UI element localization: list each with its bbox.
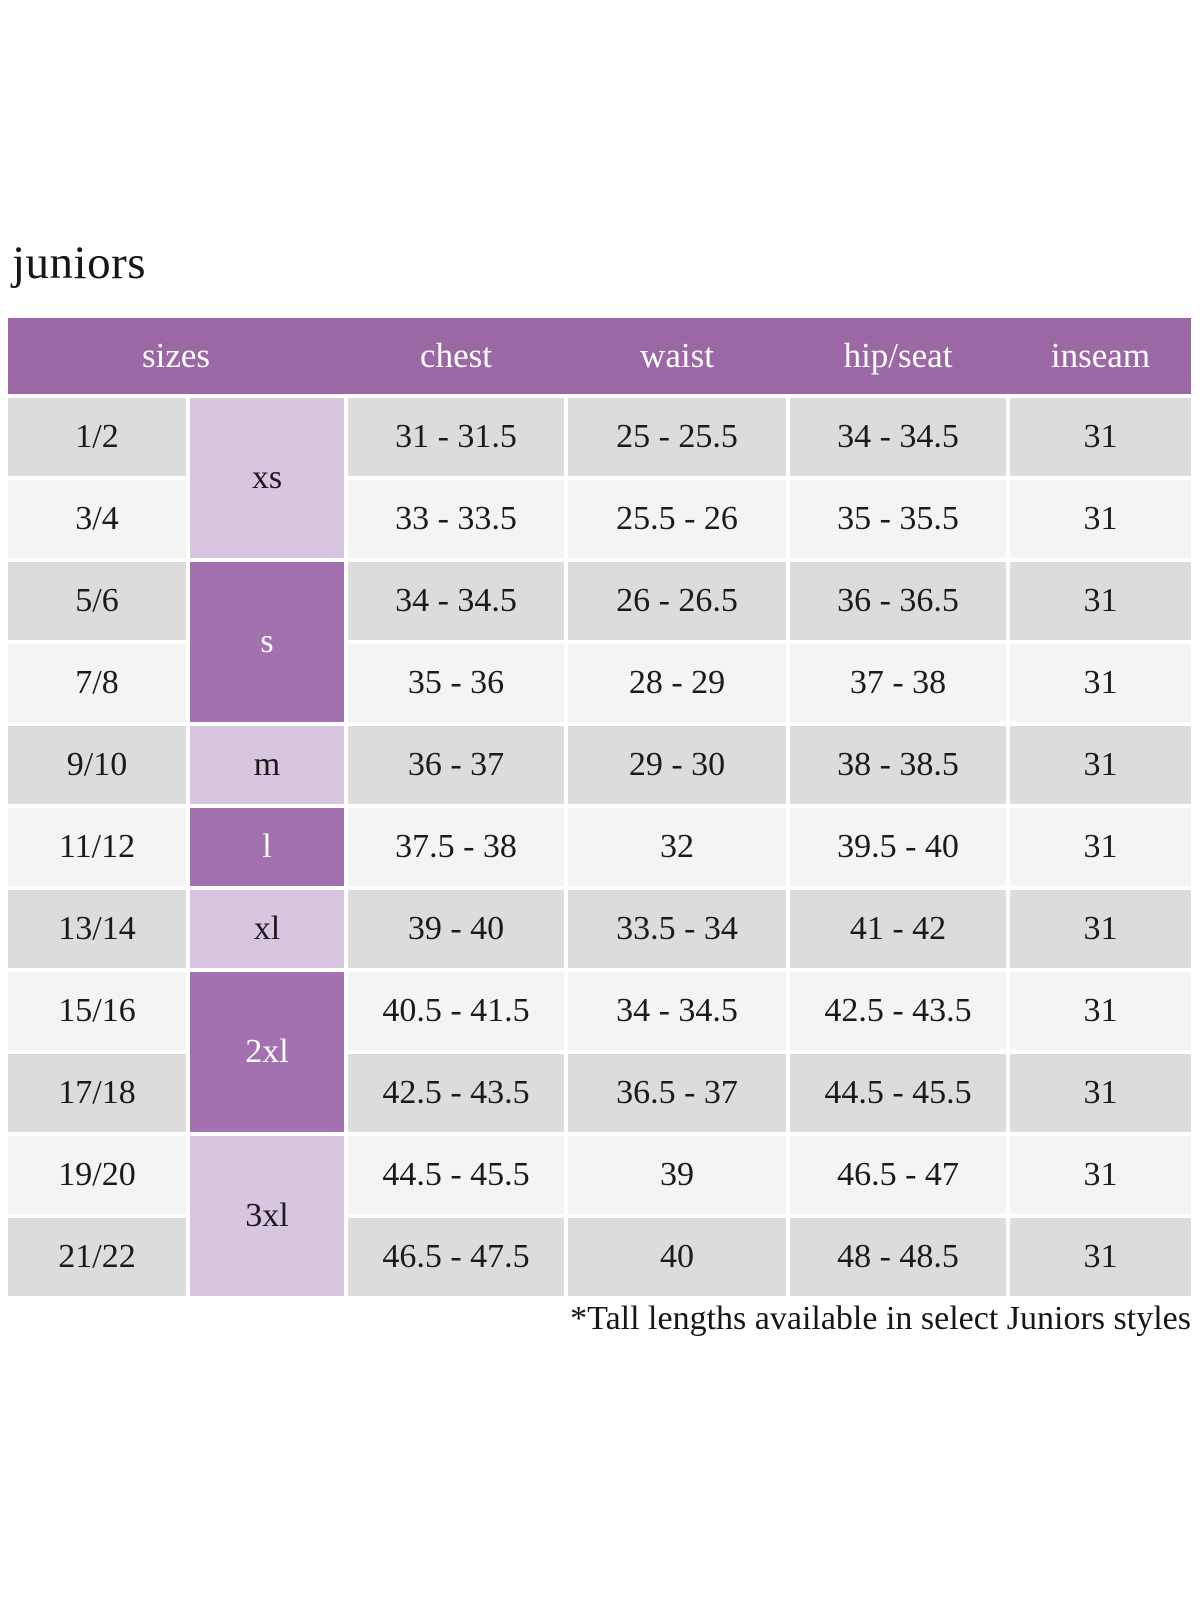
hip-seat-cell: 42.5 - 43.5 bbox=[790, 972, 1006, 1050]
inseam-cell: 31 bbox=[1010, 1054, 1191, 1132]
inseam-cell: 31 bbox=[1010, 480, 1191, 558]
size-range-cell: 7/8 bbox=[8, 644, 186, 722]
header-sizes: sizes bbox=[141, 336, 211, 375]
chest-cell: 33 - 33.5 bbox=[348, 480, 564, 558]
size-letter-cell: 3xl bbox=[190, 1136, 344, 1296]
waist-cell: 34 - 34.5 bbox=[568, 972, 786, 1050]
inseam-cell: 31 bbox=[1010, 972, 1191, 1050]
size-table: 1/2 31 - 31.5 25 - 25.5 34 - 34.5 31 3/4 33 - … bbox=[8, 398, 1191, 1296]
size-range-cell: 5/6 bbox=[8, 562, 186, 640]
hip-seat-cell: 36 - 36.5 bbox=[790, 562, 1006, 640]
size-range-cell: 21/22 bbox=[8, 1218, 186, 1296]
chest-cell: 42.5 - 43.5 bbox=[348, 1054, 564, 1132]
hip-seat-cell: 39.5 - 40 bbox=[790, 808, 1006, 886]
size-range-cell: 1/2 bbox=[8, 398, 186, 476]
waist-cell: 25.5 - 26 bbox=[568, 480, 786, 558]
inseam-cell: 31 bbox=[1010, 1218, 1191, 1296]
size-range-cell: 13/14 bbox=[8, 890, 186, 968]
size-letter-cell: xl bbox=[190, 890, 344, 968]
waist-cell: 32 bbox=[568, 808, 786, 886]
page-title: juniors bbox=[12, 237, 147, 289]
header-inseam: inseam bbox=[1050, 336, 1151, 375]
size-range-cell: 11/12 bbox=[8, 808, 186, 886]
size-range-cell: 17/18 bbox=[8, 1054, 186, 1132]
chest-cell: 46.5 - 47.5 bbox=[348, 1218, 564, 1296]
waist-cell: 29 - 30 bbox=[568, 726, 786, 804]
waist-cell: 39 bbox=[568, 1136, 786, 1214]
inseam-cell: 31 bbox=[1010, 562, 1191, 640]
hip-seat-cell: 37 - 38 bbox=[790, 644, 1006, 722]
chest-cell: 37.5 - 38 bbox=[348, 808, 564, 886]
size-range-cell: 15/16 bbox=[8, 972, 186, 1050]
header-waist: waist bbox=[640, 336, 714, 375]
size-range-cell: 19/20 bbox=[8, 1136, 186, 1214]
hip-seat-cell: 34 - 34.5 bbox=[790, 398, 1006, 476]
size-letter-cell: 2xl bbox=[190, 972, 344, 1132]
inseam-cell: 31 bbox=[1010, 644, 1191, 722]
waist-cell: 25 - 25.5 bbox=[568, 398, 786, 476]
inseam-cell: 31 bbox=[1010, 890, 1191, 968]
inseam-cell: 31 bbox=[1010, 398, 1191, 476]
size-letter-cell: s bbox=[190, 562, 344, 722]
size-letter-cell: m bbox=[190, 726, 344, 804]
size-range-cell: 9/10 bbox=[8, 726, 186, 804]
chest-cell: 35 - 36 bbox=[348, 644, 564, 722]
size-letter-cell: xs bbox=[190, 398, 344, 558]
footnote: *Tall lengths available in select Junior… bbox=[570, 1300, 1191, 1337]
hip-seat-cell: 38 - 38.5 bbox=[790, 726, 1006, 804]
hip-seat-cell: 35 - 35.5 bbox=[790, 480, 1006, 558]
inseam-cell: 31 bbox=[1010, 726, 1191, 804]
hip-seat-cell: 46.5 - 47 bbox=[790, 1136, 1006, 1214]
size-letter-cell: l bbox=[190, 808, 344, 886]
header-hip-seat: hip/seat bbox=[843, 336, 953, 375]
hip-seat-cell: 41 - 42 bbox=[790, 890, 1006, 968]
chest-cell: 40.5 - 41.5 bbox=[348, 972, 564, 1050]
waist-cell: 36.5 - 37 bbox=[568, 1054, 786, 1132]
chest-cell: 34 - 34.5 bbox=[348, 562, 564, 640]
hip-seat-cell: 48 - 48.5 bbox=[790, 1218, 1006, 1296]
waist-cell: 28 - 29 bbox=[568, 644, 786, 722]
chest-cell: 39 - 40 bbox=[348, 890, 564, 968]
waist-cell: 33.5 - 34 bbox=[568, 890, 786, 968]
table-header-row: sizes chest waist hip/seat inseam bbox=[8, 318, 1191, 394]
header-chest: chest bbox=[420, 336, 492, 375]
inseam-cell: 31 bbox=[1010, 1136, 1191, 1214]
chest-cell: 44.5 - 45.5 bbox=[348, 1136, 564, 1214]
waist-cell: 40 bbox=[568, 1218, 786, 1296]
chest-cell: 36 - 37 bbox=[348, 726, 564, 804]
hip-seat-cell: 44.5 - 45.5 bbox=[790, 1054, 1006, 1132]
waist-cell: 26 - 26.5 bbox=[568, 562, 786, 640]
chest-cell: 31 - 31.5 bbox=[348, 398, 564, 476]
inseam-cell: 31 bbox=[1010, 808, 1191, 886]
size-range-cell: 3/4 bbox=[8, 480, 186, 558]
